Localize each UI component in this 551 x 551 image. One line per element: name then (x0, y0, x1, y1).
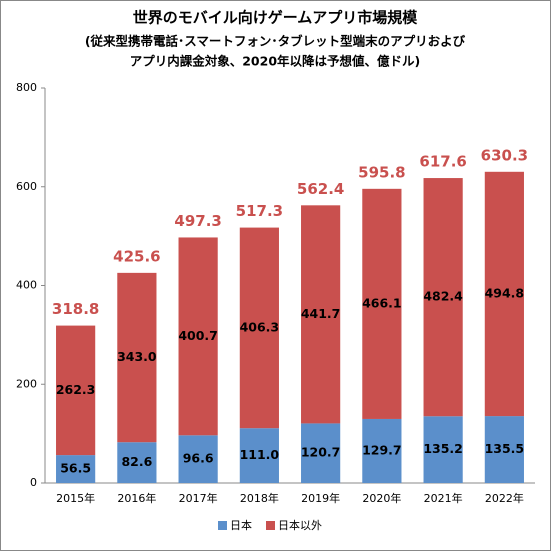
bar-segment (56, 455, 96, 483)
value-label: 400.7 (178, 328, 218, 343)
bar-segment (301, 205, 341, 424)
bar-segment (484, 171, 524, 417)
y-tick-label: 600 (16, 180, 37, 193)
legend-label: 日本 (230, 518, 252, 532)
total-label: 497.3 (174, 212, 221, 230)
value-label: 120.7 (301, 445, 341, 460)
chart-subtitle: アプリ内課金対象、2020年以降は予想値、億ドル) (130, 54, 421, 69)
value-label: 82.6 (121, 454, 152, 469)
value-label: 482.4 (423, 289, 463, 304)
y-tick-label: 0 (30, 476, 37, 489)
x-tick-label: 2020年 (362, 491, 401, 505)
bar-segment (484, 416, 524, 483)
x-tick-label: 2016年 (117, 491, 156, 505)
legend-swatch (266, 521, 275, 530)
x-tick-label: 2018年 (240, 491, 279, 505)
y-tick-label: 800 (16, 81, 37, 94)
x-tick-label: 2022年 (485, 491, 524, 505)
bar-segment (362, 188, 402, 419)
bar-segment (423, 178, 463, 417)
value-label: 56.5 (60, 461, 91, 476)
chart-title: 世界のモバイル向けゲームアプリ市場規模 (133, 9, 419, 27)
value-label: 406.3 (240, 319, 280, 334)
bar-segment (117, 272, 157, 443)
bar-segment (56, 325, 96, 456)
value-label: 135.2 (423, 441, 463, 456)
total-label: 595.8 (358, 163, 405, 181)
bar-segment (301, 423, 341, 483)
total-label: 617.6 (419, 153, 466, 171)
total-label: 562.4 (297, 180, 344, 198)
x-tick-label: 2021年 (424, 491, 463, 505)
total-label: 630.3 (481, 146, 528, 164)
bar-segment (239, 428, 279, 483)
value-label: 466.1 (362, 295, 402, 310)
value-label: 96.6 (183, 451, 214, 466)
bar-segment (117, 442, 157, 483)
bar-segment (423, 416, 463, 483)
legend-label: 日本以外 (278, 518, 322, 532)
value-label: 262.3 (56, 382, 96, 397)
value-label: 135.5 (485, 441, 525, 456)
bar-segment (239, 227, 279, 429)
bar-segment (362, 418, 402, 483)
value-label: 129.7 (362, 442, 402, 457)
value-label: 441.7 (301, 306, 341, 321)
bar-segment (178, 435, 218, 483)
value-label: 111.0 (240, 447, 280, 462)
x-tick-label: 2019年 (301, 491, 340, 505)
total-label: 517.3 (236, 202, 283, 220)
value-label: 494.8 (485, 285, 525, 300)
y-tick-label: 400 (16, 279, 37, 292)
total-label: 425.6 (113, 247, 160, 265)
chart-subtitle: (従来型携帯電話･スマートフォン･タブレット型端末のアプリおよび (85, 34, 466, 49)
value-label: 343.0 (117, 349, 157, 364)
total-label: 318.8 (52, 300, 99, 318)
legend-swatch (218, 521, 227, 530)
x-tick-label: 2015年 (56, 491, 95, 505)
x-tick-label: 2017年 (179, 491, 218, 505)
bar-segment (178, 237, 218, 436)
y-tick-label: 200 (16, 377, 37, 390)
